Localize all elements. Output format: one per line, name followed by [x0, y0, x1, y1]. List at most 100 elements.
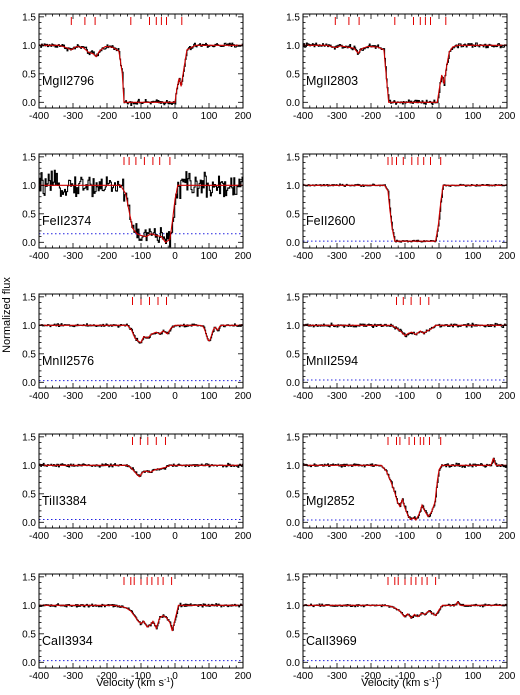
ion-label: MgII2803 — [306, 74, 358, 88]
y-tick-label: 0.5 — [22, 69, 36, 80]
panel-frame — [38, 13, 244, 109]
panel-frame — [38, 573, 244, 669]
y-tick-label: 0.5 — [22, 489, 36, 500]
x-tick-label: 200 — [235, 391, 252, 402]
model-fit — [303, 601, 507, 619]
x-tick-label: -100 — [395, 671, 415, 682]
y-tick-label: 0.0 — [286, 238, 300, 249]
y-tick-label: 1.0 — [22, 41, 36, 52]
y-tick-label: 0.5 — [286, 349, 300, 360]
y-tick-label: 0.0 — [286, 518, 300, 529]
x-tick-label: 100 — [201, 251, 218, 262]
x-tick-label: 100 — [201, 111, 218, 122]
y-tick-label: 0.0 — [286, 378, 300, 389]
x-tick-label: -100 — [395, 111, 415, 122]
x-tick-label: -100 — [131, 531, 151, 542]
y-tick-label: 1.0 — [22, 461, 36, 472]
x-tick-label: 0 — [436, 391, 442, 402]
y-tick-label: 0.5 — [22, 349, 36, 360]
x-tick-label: 0 — [436, 111, 442, 122]
x-tick-label: -100 — [131, 251, 151, 262]
model-fit — [39, 324, 243, 344]
y-tick-label: 1.5 — [286, 292, 300, 303]
x-tick-label: -200 — [97, 671, 117, 682]
y-tick-label: 0.0 — [22, 518, 36, 529]
y-tick-label: 1.0 — [286, 41, 300, 52]
ion-label: MnII2594 — [306, 354, 358, 368]
panels-group: -400 -300 -200 -100 0 100 200 0.0 0.5 1.0 1.5 MgII2… — [22, 12, 516, 682]
x-tick-label: -300 — [327, 391, 347, 402]
x-tick-label: -300 — [327, 671, 347, 682]
y-tick-label: 0.5 — [22, 209, 36, 220]
x-tick-label: -200 — [361, 111, 381, 122]
model-fit — [39, 44, 243, 103]
x-tick-label: -400 — [29, 111, 49, 122]
x-tick-label: -300 — [63, 671, 83, 682]
x-tick-label: -100 — [395, 391, 415, 402]
y-tick-label: 1.5 — [22, 292, 36, 303]
x-tick-label: -200 — [97, 531, 117, 542]
ion-label: MgII2796 — [42, 74, 94, 88]
y-tick-label: 1.0 — [22, 321, 36, 332]
x-tick-label: -100 — [395, 531, 415, 542]
x-tick-label: 100 — [465, 671, 482, 682]
x-tick-label: -200 — [361, 671, 381, 682]
x-tick-label: 0 — [172, 391, 178, 402]
ion-label: MgI2852 — [306, 494, 355, 508]
y-tick-label: 0.5 — [286, 489, 300, 500]
panel-frame — [302, 573, 508, 669]
y-tick-label: 1.0 — [22, 181, 36, 192]
x-tick-label: -300 — [63, 531, 83, 542]
x-tick-label: 0 — [172, 111, 178, 122]
panel-mgii2803: -400 -300 -200 -100 0 100 200 0.0 0.5 1.0 1.5 MgII2… — [286, 12, 516, 122]
x-tick-label: -400 — [293, 111, 313, 122]
x-tick-label: -200 — [97, 111, 117, 122]
x-tick-label: 100 — [465, 531, 482, 542]
x-tick-label: 0 — [436, 671, 442, 682]
x-tick-label: -400 — [29, 531, 49, 542]
model-fit — [303, 457, 507, 521]
x-tick-label: 100 — [201, 391, 218, 402]
y-tick-label: 1.0 — [22, 601, 36, 612]
x-tick-label: -400 — [293, 391, 313, 402]
x-tick-label: 100 — [465, 111, 482, 122]
y-tick-label: 1.5 — [22, 572, 36, 583]
panel-frame — [38, 293, 244, 389]
data-spectrum — [39, 323, 243, 344]
y-tick-label: 1.5 — [286, 12, 300, 23]
x-tick-label: 100 — [201, 671, 218, 682]
model-fit — [39, 184, 243, 244]
panel-mgi2852: -400 -300 -200 -100 0 100 200 0.0 0.5 1.0 1.5 MgI28… — [286, 432, 516, 542]
x-tick-label: -400 — [29, 251, 49, 262]
ion-label: TiII3384 — [42, 494, 87, 508]
model-fit — [303, 44, 507, 103]
x-tick-label: -300 — [63, 251, 83, 262]
ion-label: FeII2374 — [42, 214, 91, 228]
model-fit — [303, 324, 507, 337]
model-fit — [303, 184, 507, 242]
x-tick-label: 100 — [465, 251, 482, 262]
x-axis-label-left: Velocity (km s-1) — [96, 677, 174, 689]
panel-frame — [302, 153, 508, 249]
x-tick-label: 200 — [499, 111, 516, 122]
x-axis-label-right: Velocity (km s-1) — [361, 677, 439, 689]
x-tick-label: -400 — [29, 391, 49, 402]
y-tick-label: 1.5 — [22, 12, 36, 23]
x-tick-label: -200 — [97, 251, 117, 262]
x-tick-label: 200 — [499, 531, 516, 542]
data-spectrum — [39, 602, 243, 631]
x-tick-label: -300 — [63, 111, 83, 122]
panel-mnii2576: -400 -300 -200 -100 0 100 200 0.0 0.5 1.0 1.5 MnII2… — [22, 292, 252, 402]
panel-caii3969: -400 -300 -200 -100 0 100 200 0.0 0.5 1.0 1.5 CaII3… — [286, 572, 516, 682]
y-tick-label: 1.5 — [286, 432, 300, 443]
y-tick-label: 0.5 — [286, 629, 300, 640]
x-tick-label: -300 — [327, 251, 347, 262]
y-axis-label: Normalized flux — [1, 277, 13, 353]
y-tick-label: 1.0 — [286, 601, 300, 612]
y-tick-label: 0.0 — [22, 238, 36, 249]
x-tick-label: 0 — [172, 251, 178, 262]
panel-frame — [302, 293, 508, 389]
panel-frame — [302, 433, 508, 529]
panel-frame — [302, 13, 508, 109]
